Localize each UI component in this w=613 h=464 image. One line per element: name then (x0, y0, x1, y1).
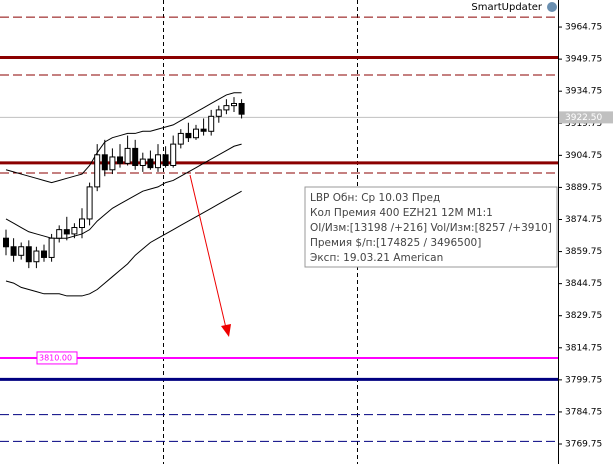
candle-body (223, 105, 230, 111)
candle-body (162, 154, 169, 167)
y-tick-label: 3919.75 (565, 119, 602, 129)
candle-body (25, 246, 32, 263)
header-icon (547, 2, 557, 12)
candle-body (10, 246, 17, 256)
header-label: SmartUpdater (471, 2, 542, 13)
candle-body (109, 156, 116, 171)
candle-body (48, 237, 55, 258)
price-label-box (559, 111, 613, 124)
y-tick-label: 3784.75 (565, 407, 602, 417)
y-tick-label: 3799.75 (565, 375, 602, 385)
y-tick-label: 3934.75 (565, 87, 602, 97)
y-tick-label: 3889.75 (565, 183, 602, 193)
y-tick-label: 3859.75 (565, 247, 602, 257)
candle-body (132, 147, 139, 167)
level-label-box (36, 351, 78, 365)
candle-body (86, 186, 93, 220)
y-tick-label: 3904.75 (565, 151, 602, 161)
candle-body (238, 102, 245, 115)
tooltip-line: Премия $/п:[174825 / 3496500] (310, 237, 481, 249)
y-tick-label: 3874.75 (565, 215, 602, 225)
candle-body (193, 128, 199, 139)
candle-body (215, 109, 222, 117)
price-label: 3922.50 (565, 113, 602, 123)
candle-body (124, 147, 131, 164)
y-tick-label: 3844.75 (565, 279, 602, 289)
candle-body (177, 132, 184, 145)
y-tick-label: 3949.75 (565, 55, 602, 65)
y-tick-label: 3829.75 (565, 311, 602, 321)
candle-body (208, 115, 215, 132)
band-line (5, 92, 242, 184)
plot (0, 16, 558, 442)
band-line (5, 190, 242, 297)
candle-body (3, 237, 9, 248)
candle-body (79, 218, 85, 229)
arrow (189, 174, 227, 329)
candle-body (147, 158, 154, 169)
candle-body (155, 154, 161, 169)
candle-body (185, 132, 192, 139)
tooltip-line: LBP Обн: Ср 10.03 Пред (310, 192, 440, 204)
y-tick-label: 3964.75 (565, 23, 602, 33)
candle-body (231, 102, 237, 107)
candle-body (63, 229, 70, 235)
level-label: 3810.00 (39, 353, 72, 362)
y-tick-label: 3814.75 (565, 343, 602, 353)
candle-body (71, 227, 78, 235)
candle-body (18, 246, 25, 256)
candle-body (41, 250, 47, 258)
arrow-head (221, 324, 231, 337)
tooltip-line: Эксп: 19.03.21 American (310, 252, 443, 264)
candle-body (56, 229, 63, 239)
tooltip (304, 186, 558, 268)
candle-body (101, 154, 108, 171)
candle-body (33, 250, 40, 263)
tooltip-line: Кол Премия 400 EZH21 12M M1:1 (310, 207, 493, 219)
candle-body (139, 158, 146, 167)
y-tick-label: 3769.75 (565, 440, 602, 450)
candle-body (94, 154, 101, 188)
band-line (5, 143, 242, 239)
candle-body (200, 128, 207, 132)
candle-body (117, 156, 123, 164)
tooltip-line: OI/Изм:[13198 /+216] Vol/Изм:[8257 /+391… (310, 222, 552, 234)
candle-body (170, 143, 177, 167)
